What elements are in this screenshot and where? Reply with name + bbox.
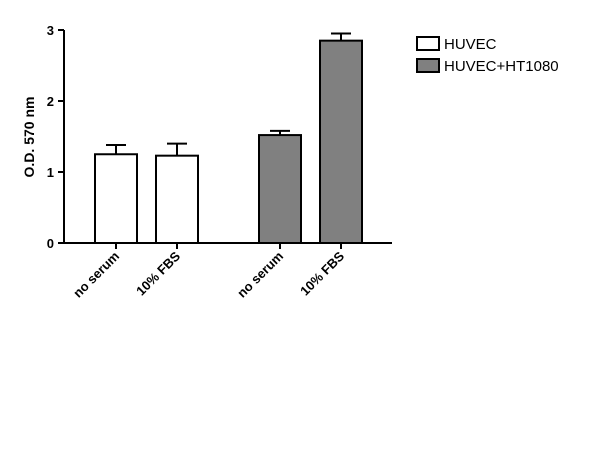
y-tick-label: 1 [47,165,54,180]
legend-label-huvec-ht1080: HUVEC+HT1080 [444,58,559,75]
y-tick-label: 0 [47,236,54,251]
category-label: 10% FBS [297,248,347,298]
axes-layer [63,30,392,244]
error-bars-layer [106,32,351,156]
bar [155,154,199,244]
bar [319,39,363,245]
y-tick-label: 3 [47,23,54,38]
bar [258,134,302,244]
legend-swatch-huvec [416,36,440,51]
legend: HUVEC HUVEC+HT1080 [416,36,559,75]
category-label: 10% FBS [133,248,183,298]
y-axis-label: O.D. 570 nm [21,97,37,178]
y-ticks-layer: 0 1 2 3 [47,23,64,251]
x-labels-layer: no serum 10% FBS no serum 10% FBS [70,243,347,300]
category-label: no serum [70,249,122,301]
category-label: no serum [234,249,286,301]
legend-swatch-huvec-ht1080 [416,58,440,73]
y-tick-label: 2 [47,94,54,109]
legend-label-huvec: HUVEC [444,36,497,53]
bars-layer [94,39,363,245]
bar [94,153,138,244]
